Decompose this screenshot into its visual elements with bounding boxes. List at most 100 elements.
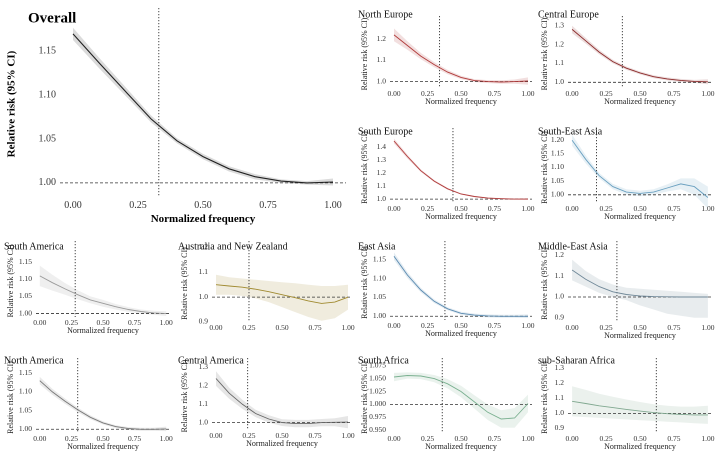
x-axis-label: Normalized frequency — [67, 326, 139, 335]
panel-8: Middle-East Asia 0.9 1.0 1.1 1.2 0.00 0.25 0.50… — [538, 241, 715, 340]
x-tick-label: 0.50 — [96, 318, 109, 327]
confidence-band — [216, 274, 348, 321]
x-tick-label: 1.00 — [701, 89, 714, 98]
y-tick-label: 1.1 — [555, 393, 565, 402]
panel-title: North America — [4, 355, 64, 366]
y-tick-label: 1.15 — [551, 149, 564, 158]
y-axis-label: Relative risk (95% CI) — [360, 361, 369, 434]
y-tick-label: 1.2 — [555, 378, 565, 387]
y-axis-label: Relative risk (95% CI) — [6, 361, 15, 434]
y-axis-label: Relative risk (95% CI) — [540, 131, 549, 204]
y-tick-label: 1.05 — [19, 405, 32, 414]
x-tick-label: 0.50 — [454, 434, 467, 443]
y-tick-label: 1.0 — [555, 77, 565, 86]
y-tick-label: 1.00 — [373, 311, 386, 320]
y-tick-label: 1.05 — [19, 291, 32, 300]
y-axis-label: Relative risk (95% CI) — [360, 131, 369, 204]
y-tick-label: 1.4 — [377, 142, 387, 151]
x-tick-label: 0.00 — [387, 434, 400, 443]
confidence-band — [572, 259, 708, 318]
x-tick-label: 0.25 — [421, 321, 434, 330]
y-tick-label: 1.10 — [551, 162, 564, 171]
y-tick-label: 1.0 — [377, 194, 387, 203]
panel-title: Central Europe — [538, 9, 599, 20]
y-tick-label: 1.0 — [199, 292, 209, 301]
x-axis-label: Normalized frequency — [425, 329, 497, 338]
x-tick-label: 1.00 — [341, 323, 354, 332]
confidence-band — [394, 138, 528, 200]
x-axis-label: Normalized frequency — [425, 442, 497, 451]
y-tick-label: 0.9 — [555, 313, 565, 322]
x-axis-label: Normalized frequency — [425, 212, 497, 221]
x-tick-label: 0.00 — [566, 204, 579, 213]
y-tick-label: 1.10 — [19, 274, 32, 283]
x-tick-label: 0.00 — [566, 89, 579, 98]
panel-title: South America — [4, 241, 64, 252]
x-tick-label: 1.00 — [701, 434, 714, 443]
x-tick-label: 0.00 — [566, 323, 579, 332]
series-line — [393, 34, 529, 83]
x-tick-label: 0.75 — [667, 204, 680, 213]
y-tick-label: 0.9 — [555, 423, 565, 432]
x-tick-label: 1.00 — [521, 204, 534, 213]
y-tick-label: 1.10 — [39, 90, 57, 101]
x-tick-label: 0.50 — [633, 323, 646, 332]
y-tick-label: 1.00 — [19, 424, 32, 433]
y-axis-label: Relative risk (95% CI) — [360, 246, 369, 319]
panel-title: Middle-East Asia — [538, 241, 608, 252]
series-line — [571, 269, 708, 298]
x-tick-label: 0.00 — [209, 431, 222, 440]
x-tick-label: 1.00 — [341, 431, 354, 440]
x-tick-label: 0.25 — [599, 204, 612, 213]
y-tick-label: 1.2 — [377, 168, 387, 177]
x-tick-label: 0.00 — [387, 204, 400, 213]
x-tick-label: 0.75 — [128, 434, 141, 443]
y-tick-label: 1.00 — [551, 190, 564, 199]
panel-title: South Africa — [358, 355, 409, 366]
panel-title: South-East Asia — [538, 126, 603, 137]
y-tick-label: 0.950 — [369, 425, 386, 434]
x-tick-label: 0.00 — [387, 89, 400, 98]
x-axis-label: Normalized frequency — [604, 331, 676, 340]
y-tick-label: 1.2 — [377, 34, 387, 43]
x-tick-label: 0.00 — [387, 321, 400, 330]
series-line — [393, 256, 528, 317]
y-axis-label: Relative risk (95% CI) — [6, 244, 15, 317]
confidence-band — [216, 371, 348, 429]
confidence-band — [39, 265, 167, 316]
x-tick-label: 1.00 — [521, 321, 534, 330]
x-tick-label: 0.00 — [33, 434, 46, 443]
panel-10: Central America 1.0 1.1 1.2 1.3 0.00 0.25 0.50 0… — [178, 355, 355, 448]
y-tick-label: 1.00 — [39, 177, 57, 188]
x-tick-label: 0.75 — [259, 200, 277, 211]
x-tick-label: 0.75 — [488, 204, 501, 213]
y-tick-label: 1.20 — [551, 135, 564, 144]
y-tick-label: 1.2 — [199, 381, 209, 390]
confidence-band — [572, 134, 708, 209]
y-axis-label: Relative risk (95% CI) — [540, 17, 549, 90]
series-line — [571, 29, 708, 83]
x-tick-label: 0.25 — [421, 89, 434, 98]
y-tick-label: 0.9 — [199, 317, 209, 326]
x-tick-label: 1.00 — [521, 434, 534, 443]
x-tick-label: 1.00 — [701, 204, 714, 213]
x-tick-label: 0.00 — [566, 434, 579, 443]
series-line — [215, 378, 349, 425]
y-tick-label: 1.1 — [377, 181, 387, 190]
confidence-band — [73, 27, 333, 186]
x-tick-label: 0.25 — [599, 89, 612, 98]
x-tick-label: 0.50 — [454, 321, 467, 330]
panel-1: North Europe 1.0 1.1 1.2 0.00 0.25 0.50 0.75 1.0… — [358, 9, 535, 106]
series-line — [572, 400, 708, 416]
y-tick-label: 1.025 — [369, 386, 386, 395]
y-tick-label: 1.0 — [199, 417, 209, 426]
y-tick-label: 1.1 — [555, 58, 565, 67]
x-tick-label: 0.50 — [194, 200, 212, 211]
x-tick-label: 0.00 — [64, 200, 82, 211]
series-line — [393, 375, 529, 420]
x-tick-label: 0.25 — [242, 323, 255, 332]
panel-title: South Europe — [358, 126, 413, 137]
x-tick-label: 0.50 — [454, 89, 467, 98]
x-axis-label: Normalized frequency — [151, 213, 256, 225]
series-line — [39, 275, 167, 315]
